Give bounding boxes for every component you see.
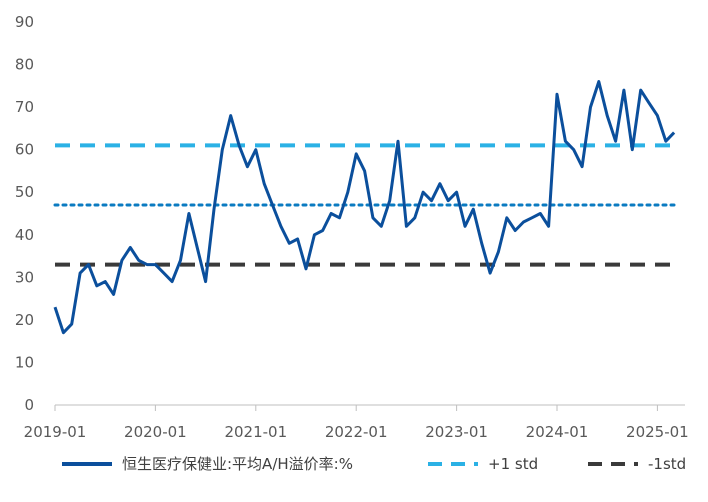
y-tick-label: 90 xyxy=(15,13,34,31)
y-tick-label: 20 xyxy=(15,311,34,329)
x-tick-label: 2024-01 xyxy=(526,423,589,441)
x-tick-label: 2020-01 xyxy=(124,423,187,441)
y-tick-label: 10 xyxy=(15,353,34,371)
y-tick-label: 0 xyxy=(24,396,34,414)
reference-lines xyxy=(53,143,676,267)
x-axis-ticks: 2019-01 2020-01 2021-01 2022-01 2023-01 2024-… xyxy=(24,405,689,441)
x-tick-label: 2023-01 xyxy=(425,423,488,441)
y-tick-label: 60 xyxy=(15,141,34,159)
x-tick-label: 2022-01 xyxy=(325,423,388,441)
legend: 恒生医疗保健业:平均A/H溢价率:% +1 std -1std xyxy=(62,455,686,473)
legend-label-0: 恒生医疗保健业:平均A/H溢价率:% xyxy=(122,455,353,473)
y-tick-label: 40 xyxy=(15,226,34,244)
x-tick-label: 2025-01 xyxy=(626,423,689,441)
y-tick-label: 70 xyxy=(15,98,34,116)
y-tick-label: 30 xyxy=(15,268,34,286)
y-tick-label: 80 xyxy=(15,56,34,74)
premium-series xyxy=(53,80,676,335)
y-tick-label: 50 xyxy=(15,183,34,201)
x-tick-label: 2021-01 xyxy=(224,423,287,441)
legend-label-3: -1std xyxy=(648,455,686,473)
legend-label-2: +1 std xyxy=(488,455,538,473)
y-axis-ticks: 0 10 20 30 40 50 60 70 80 90 xyxy=(15,13,34,414)
x-tick-label: 2019-01 xyxy=(24,423,87,441)
series-line-0 xyxy=(53,80,676,335)
